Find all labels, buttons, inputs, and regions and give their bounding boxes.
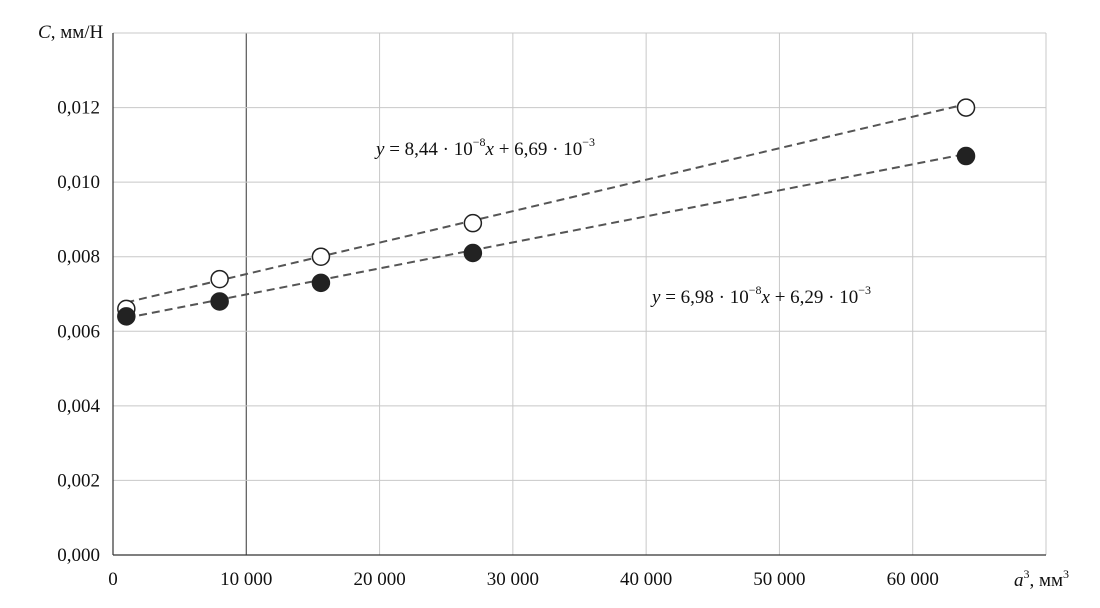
x-tick-labels: 0 10 000 20 000 30 000 40 000 50 000 60 000 xyxy=(108,569,939,590)
data-point-series-2 xyxy=(211,293,228,310)
y-axis-unit: , мм/Н xyxy=(51,22,104,43)
y-tick-label: 0,012 xyxy=(57,98,100,119)
trendline-series-1 xyxy=(126,104,966,302)
data-point-series-2 xyxy=(464,244,481,261)
y-tick-label: 0,000 xyxy=(57,545,100,566)
grid xyxy=(113,33,1046,555)
data-point-series-1 xyxy=(211,271,228,288)
y-axis-label: C, мм/Н xyxy=(38,22,104,43)
eq1-tail: + 6,69 · 10 xyxy=(494,139,582,160)
x-axis-unit-exp: 3 xyxy=(1063,567,1069,581)
eq1-mid: = 8,44 · 10 xyxy=(384,139,472,160)
equation-series-1: y = 8,44 · 10−8x + 6,69 · 10−3 xyxy=(374,135,595,160)
x-tick-label: 30 000 xyxy=(487,569,539,590)
data-point-series-2 xyxy=(958,148,975,165)
eq2-tail: + 6,29 · 10 xyxy=(770,287,858,308)
x-axis-var: a xyxy=(1014,570,1024,591)
eq2-exp1: −8 xyxy=(749,283,762,297)
x-tick-label: 20 000 xyxy=(353,569,405,590)
eq1-exp1: −8 xyxy=(473,135,486,149)
x-tick-label: 40 000 xyxy=(620,569,672,590)
y-tick-label: 0,008 xyxy=(57,247,100,268)
trendlines xyxy=(126,104,966,318)
data-point-series-2 xyxy=(312,274,329,291)
x-tick-label: 60 000 xyxy=(887,569,939,590)
data-point-series-1 xyxy=(958,99,975,116)
x-axis-unit: , мм xyxy=(1030,570,1064,591)
y-tick-label: 0,002 xyxy=(57,470,100,491)
x-tick-label: 50 000 xyxy=(753,569,805,590)
eq2-exp2: −3 xyxy=(858,283,871,297)
x-tick-label: 0 xyxy=(108,569,118,590)
eq1-exp2: −3 xyxy=(582,135,595,149)
y-tick-labels: 0,000 0,002 0,004 0,006 0,008 0,010 0,012 xyxy=(57,98,100,566)
data-point-series-1 xyxy=(312,248,329,265)
data-point-series-2 xyxy=(118,308,135,325)
eq1-lhs: y xyxy=(374,139,385,160)
eq2-mid: = 6,98 · 10 xyxy=(660,287,748,308)
y-tick-label: 0,010 xyxy=(57,172,100,193)
y-tick-label: 0,004 xyxy=(57,396,100,417)
axes xyxy=(113,33,1046,555)
eq2-lhs: y xyxy=(650,287,661,308)
y-axis-var: C xyxy=(38,22,51,43)
x-tick-label: 10 000 xyxy=(220,569,272,590)
data-point-series-1 xyxy=(464,215,481,232)
x-axis-label: a3, мм3 xyxy=(1014,567,1069,591)
y-tick-label: 0,006 xyxy=(57,321,100,342)
equation-series-2: y = 6,98 · 10−8x + 6,29 · 10−3 xyxy=(650,283,871,308)
